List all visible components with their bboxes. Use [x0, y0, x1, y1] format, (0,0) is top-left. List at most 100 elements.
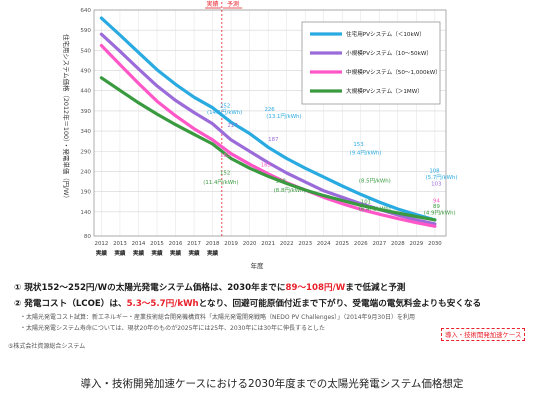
series-4-point	[285, 182, 288, 185]
series-3-point	[433, 225, 436, 228]
value-label: (4.9円/kWh)	[424, 210, 456, 217]
x-period-sublabel: 実績	[133, 249, 145, 257]
x-tick-label: 2016	[169, 241, 183, 247]
y-axis-label: 住宅用システム価格（2012年＝100）・発電単価（円/W）	[62, 34, 71, 202]
x-tick-label: 2012	[95, 241, 109, 247]
x-tick-label: 2023	[298, 241, 312, 247]
value-label: 108	[429, 169, 440, 175]
value-label: (8.8円/kWh)	[274, 187, 306, 194]
x-tick-label: 2022	[280, 241, 294, 247]
y-tick-label: 540	[80, 48, 91, 54]
series-4-point	[118, 89, 122, 92]
bullet-lcoe: ② 発電コスト（LCOE）は、5.3～5.7円/kWhとなり、回避可能原価付近ま…	[14, 297, 481, 309]
y-tick-label: 190	[80, 190, 91, 196]
legend-entry-4: 大規模PVシステム（＞1MW）	[346, 87, 423, 95]
series-1-point	[378, 201, 381, 204]
series-4-point	[211, 142, 214, 146]
x-period-sublabel: 実績	[114, 249, 126, 257]
series-1-point	[304, 167, 307, 170]
series-3-point	[229, 152, 233, 155]
series-3-point	[415, 221, 418, 224]
period-markers: 実績 予測	[205, 0, 243, 236]
series-1-point	[155, 68, 159, 71]
series-3-point	[341, 202, 344, 205]
series-4-point	[155, 113, 159, 116]
value-label: 94	[433, 199, 440, 205]
y-tick-label: 640	[80, 8, 91, 14]
x-tick-label: 2029	[409, 241, 423, 247]
series-2-point	[174, 99, 177, 102]
value-label: 153	[353, 142, 363, 148]
y-tick-label: 80	[84, 234, 92, 240]
series-1-point	[137, 51, 140, 54]
x-period-sublabel: 実績	[170, 249, 182, 257]
y-tick-label: 340	[80, 129, 91, 135]
series-1-point	[359, 193, 362, 196]
note-cost-source: ・太陽光発電コスト試算：新エネルギー・産業技術総合開発機構資料「太陽光発電開発戦…	[20, 314, 416, 321]
series-1-point	[285, 157, 288, 160]
y-tick-label: 590	[80, 28, 91, 34]
series-2-point	[248, 150, 251, 153]
series-4-point	[267, 175, 270, 178]
y-tick-label: 440	[80, 89, 91, 95]
x-tick-label: 2026	[354, 241, 368, 247]
value-label: (14.1円/kWh)	[207, 109, 242, 116]
series-2-point	[267, 161, 270, 164]
y-tick-label: 140	[80, 210, 91, 216]
value-label: 187	[268, 137, 278, 143]
value-label: (13.1円/kWh)	[266, 113, 301, 120]
series-1-point	[248, 132, 251, 135]
value-label: 128	[276, 179, 287, 185]
series-4-point	[174, 123, 177, 126]
figure-caption: 導入・技術開発加速ケースにおける2030年度までの太陽光発電システム価格想定	[80, 378, 464, 390]
x-tick-label: 2013	[113, 241, 127, 247]
value-label: 103	[431, 182, 441, 188]
legend-entry-2: 小規模PVシステム（10～50kW）	[346, 49, 432, 57]
value-labels: 252(14.1円/kWh) 226(13.1円/kWh) 217 187 185 165…	[203, 104, 457, 217]
series-2-point	[433, 222, 436, 225]
series-3-point	[118, 63, 122, 66]
axes	[93, 9, 447, 237]
legend-entry-3: 中規模PVシステム（50～1,000kW）	[346, 68, 441, 76]
series-4-point	[304, 188, 307, 192]
series-3-point	[192, 127, 196, 130]
x-tick-label: 2018	[206, 241, 220, 247]
series-1-point	[341, 184, 344, 188]
x-tick-label: 2028	[391, 241, 405, 247]
x-tick-label: 2017	[187, 241, 201, 247]
series-2-point	[192, 111, 196, 114]
bullet-price-forecast: ① 現状152～252円/Wの太陽光発電システム価格は、2030年までに89～1…	[14, 281, 405, 293]
value-label: 165	[261, 163, 271, 169]
actual-period-label: 実績	[207, 0, 219, 8]
value-label: (5.7円/kWh)	[426, 174, 458, 181]
series-1-point	[267, 146, 270, 149]
bullet-price-prefix: ① 現状152～252円/Wの太陽光発電システム価格は、2030年までに	[14, 283, 286, 293]
series-2-point	[285, 171, 288, 175]
bullet-lcoe-prefix: ② 発電コスト（LCOE）は、	[14, 299, 127, 309]
series-2-point	[229, 138, 233, 142]
x-tick-label: 2021	[261, 241, 275, 247]
series-4-point	[192, 133, 196, 136]
y-tick-label: 240	[80, 169, 91, 175]
x-period-sublabel: 実績	[188, 249, 200, 257]
series-2-point	[118, 50, 122, 53]
x-tick-label: 2030	[428, 241, 442, 247]
series-2-point	[341, 196, 344, 199]
series-3-point	[396, 217, 399, 220]
copyright: ⑤株式会社資源総合システム	[8, 343, 86, 350]
x-period-sublabels: 実績 実績 実績 実績 実績 実績 実績	[96, 249, 219, 257]
legend-entry-1: 住宅用PVシステム（＜10kW）	[346, 30, 425, 38]
series-3-point	[174, 114, 177, 117]
series-1-point	[396, 207, 399, 211]
case-label-box: 導入・技術開発加速ケース	[441, 328, 526, 341]
x-tick-labels: 2012 2013 2014 2015 2016 2017 2018 2019 2020 2021…	[95, 241, 443, 247]
series-4-point	[359, 204, 362, 207]
value-label: (9.4円/kWh)	[350, 149, 382, 156]
bullet-price-highlight: 89～108円/W	[285, 283, 346, 293]
bullet-lcoe-highlight: 5.3～5.7円/kWh	[126, 299, 199, 309]
series-1-point	[174, 83, 177, 86]
bullet-price-suffix: まで低減と予測	[345, 283, 406, 293]
value-label: (11.4円/kWh)	[203, 179, 238, 186]
series-3-point	[211, 138, 214, 142]
